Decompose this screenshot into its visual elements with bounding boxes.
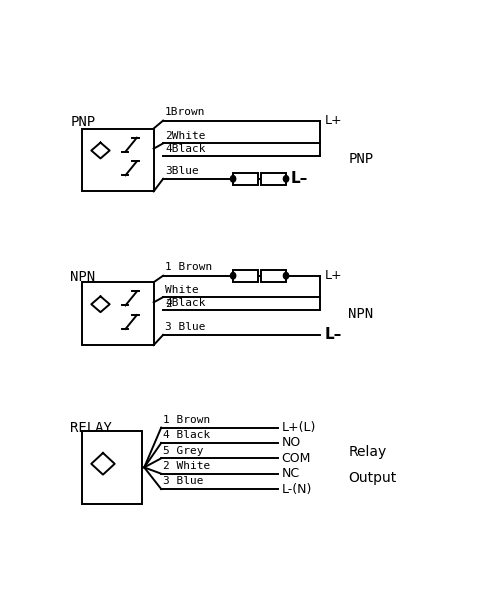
Text: 3Blue: 3Blue [165,166,199,176]
Bar [82,282,154,345]
Text: PNP: PNP [348,152,373,166]
Bar [233,270,258,281]
Text: Relay: Relay [348,445,386,459]
Bar [82,431,142,503]
Text: Output: Output [348,471,397,485]
Text: 5 Grey: 5 Grey [163,445,203,456]
Text: L+: L+ [325,269,342,282]
Text: 1 Brown: 1 Brown [163,415,210,425]
Text: 2 White: 2 White [163,461,210,471]
Text: L-(N): L-(N) [282,483,312,495]
Circle shape [284,272,289,279]
Text: L–: L– [290,171,308,186]
Text: L+(L): L+(L) [282,421,316,434]
Text: PNP: PNP [70,114,96,128]
Text: RELAY: RELAY [70,420,112,434]
Text: L+: L+ [325,114,342,127]
Bar [262,270,286,281]
Text: 1 Brown: 1 Brown [165,263,212,272]
Text: 4 Black: 4 Black [163,430,210,440]
Text: 2White: 2White [165,131,205,140]
Bar [233,173,258,185]
Text: 2: 2 [165,299,172,310]
Text: 3 Blue: 3 Blue [163,476,203,486]
Text: White: White [165,285,199,295]
Text: 4Black: 4Black [165,298,205,308]
Text: NC: NC [282,467,300,480]
Text: 1Brown: 1Brown [165,107,205,117]
Circle shape [230,272,236,279]
Circle shape [230,175,236,182]
Bar [262,173,286,185]
Text: NPN: NPN [348,307,373,321]
Text: NO: NO [282,436,301,450]
Bar [82,128,154,191]
Text: 4Black: 4Black [165,144,205,154]
Text: 3 Blue: 3 Blue [165,322,205,332]
Text: COM: COM [282,452,311,465]
Circle shape [284,175,289,182]
Text: L–: L– [325,327,342,342]
Text: NPN: NPN [70,270,96,284]
